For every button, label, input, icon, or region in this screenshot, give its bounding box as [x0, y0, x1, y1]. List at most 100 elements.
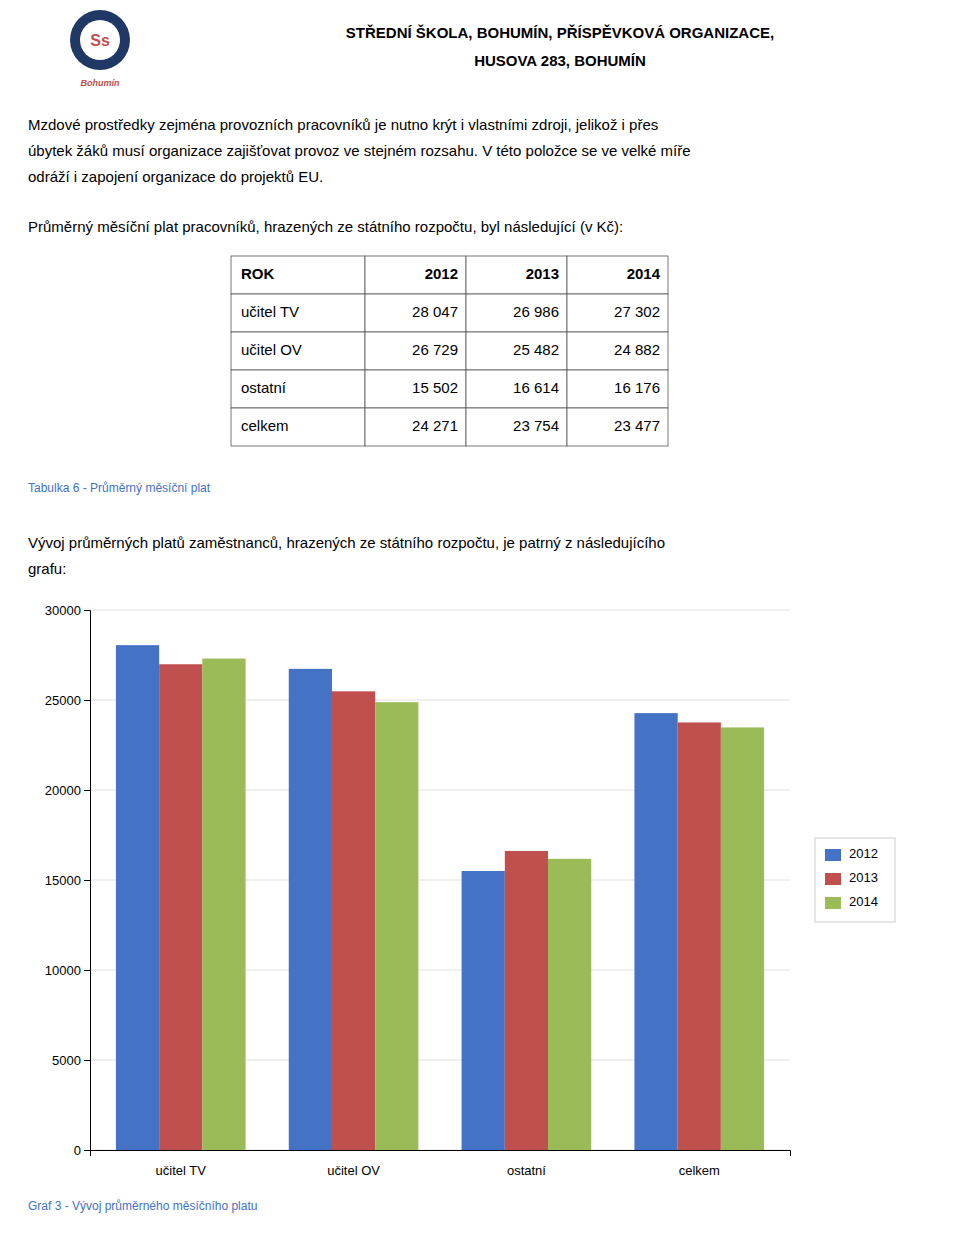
table-intro: Průměrný měsíční plat pracovníků, hrazen… [28, 218, 623, 235]
legend-swatch [825, 849, 841, 861]
logo-center [80, 20, 120, 60]
table-header: 2012 [425, 265, 458, 282]
logo-ring [70, 10, 130, 70]
table-cell [466, 370, 567, 408]
x-tick: ostatní [507, 1163, 546, 1178]
table-value: 23 477 [614, 417, 660, 434]
x-tick-label: učitel OV [327, 1163, 380, 1178]
bar [159, 664, 202, 1150]
y-tick: 5000 [52, 1053, 90, 1068]
x-tick-label: ostatní [507, 1163, 546, 1178]
table-cell [365, 256, 466, 294]
table: Průměrný měsíční plat pracovníků, hrazen… [28, 218, 668, 446]
y-tick-mark [84, 1060, 90, 1061]
y-tick: 30000 [45, 603, 90, 618]
table-value: 15 502 [412, 379, 458, 396]
legend-label: 2012 [849, 846, 878, 861]
table-cell [567, 408, 668, 446]
y-tick-label: 20000 [45, 783, 81, 798]
bar [289, 669, 332, 1150]
body-line: úbytek žáků musí organizace zajišťovat p… [28, 142, 691, 159]
body-line: Mzdové prostředky zejména provozních pra… [28, 116, 658, 133]
bar [505, 851, 548, 1150]
logo-text: Ss [90, 32, 110, 49]
body-text: Mzdové prostředky zejména provozních pra… [28, 116, 691, 185]
table-cell [231, 332, 365, 370]
y-tick-label: 5000 [52, 1053, 81, 1068]
table-value: 28 047 [412, 303, 458, 320]
y-tick-mark [84, 1150, 90, 1151]
y-tick-mark [84, 970, 90, 971]
table-value: celkem [241, 417, 289, 434]
legend-item: 2013 [825, 870, 878, 885]
grid-line [90, 610, 790, 611]
y-tick-label: 25000 [45, 693, 81, 708]
grid [90, 610, 790, 1150]
legend-frame [815, 838, 895, 922]
table-cell [231, 256, 365, 294]
table-cell [567, 332, 668, 370]
legend-label: 2014 [849, 894, 878, 909]
table-value: 24 882 [614, 341, 660, 358]
table-cell [365, 370, 466, 408]
y-axis-line [84, 611, 91, 1151]
legend-swatch [825, 873, 841, 885]
page: SsBohumínSTŘEDNÍ ŠKOLA, BOHUMÍN, PŘÍSPĚV… [0, 0, 960, 1240]
table-cell [231, 294, 365, 332]
table-value: 26 729 [412, 341, 458, 358]
table-cell [567, 256, 668, 294]
bars [116, 645, 764, 1150]
table-value: 26 986 [513, 303, 559, 320]
legend-item: 2012 [825, 846, 878, 861]
x-tick: celkem [679, 1163, 720, 1178]
chart-caption: Graf 3 - Vývoj průměrného měsíčního plat… [28, 1199, 257, 1213]
chart-intro: Vývoj průměrných platů zaměstnanců, hraz… [28, 534, 665, 577]
table-value: 23 754 [513, 417, 559, 434]
body-line: odráží i zapojení organizace do projektů… [28, 168, 323, 185]
x-axis: učitel TV učitel OV ostatní celkem [91, 1151, 791, 1178]
table-value: učitel TV [241, 303, 299, 320]
y-tick: 15000 [45, 873, 90, 888]
table-cell [466, 256, 567, 294]
y-tick-label: 10000 [45, 963, 81, 978]
y-tick-mark [84, 610, 90, 611]
table-cell [365, 408, 466, 446]
table-value: 16 176 [614, 379, 660, 396]
table-cell [466, 332, 567, 370]
x-tick: učitel TV [156, 1163, 207, 1178]
y-tick-label: 15000 [45, 873, 81, 888]
bar [116, 645, 159, 1150]
table-caption: Tabulka 6 - Průměrný měsíční plat [28, 481, 211, 495]
table-value: 16 614 [513, 379, 559, 396]
bar [462, 871, 505, 1150]
bar [375, 702, 418, 1150]
y-tick: 10000 [45, 963, 90, 978]
y-axis: 0 5000 10000 15000 20000 25000 30000 [45, 603, 91, 1158]
x-tick-label: celkem [679, 1163, 720, 1178]
y-tick: 20000 [45, 783, 90, 798]
table-value: 27 302 [614, 303, 660, 320]
y-tick-label: 30000 [45, 603, 81, 618]
y-tick-label: 0 [74, 1143, 81, 1158]
y-tick-mark [84, 880, 90, 881]
table-cell [231, 408, 365, 446]
table-cell [466, 294, 567, 332]
x-axis-line [91, 1151, 791, 1157]
x-tick-label: učitel TV [156, 1163, 207, 1178]
legend-label: 2013 [849, 870, 878, 885]
chart-intro-line: Vývoj průměrných platů zaměstnanců, hraz… [28, 534, 665, 551]
chart-intro-line: grafu: [28, 560, 66, 577]
table-value: učitel OV [241, 341, 302, 358]
bar [202, 659, 245, 1150]
table-cell [567, 294, 668, 332]
table-value: ostatní [241, 379, 287, 396]
header-line: HUSOVA 283, BOHUMÍN [474, 52, 646, 69]
header-line: STŘEDNÍ ŠKOLA, BOHUMÍN, PŘÍSPĚVKOVÁ ORGA… [346, 24, 774, 41]
y-tick: 0 [74, 1143, 90, 1158]
y-tick: 25000 [45, 693, 90, 708]
table-cell [466, 408, 567, 446]
table-value: 25 482 [513, 341, 559, 358]
table-cell [231, 370, 365, 408]
bar [721, 727, 764, 1150]
legend-item: 2014 [825, 894, 878, 909]
